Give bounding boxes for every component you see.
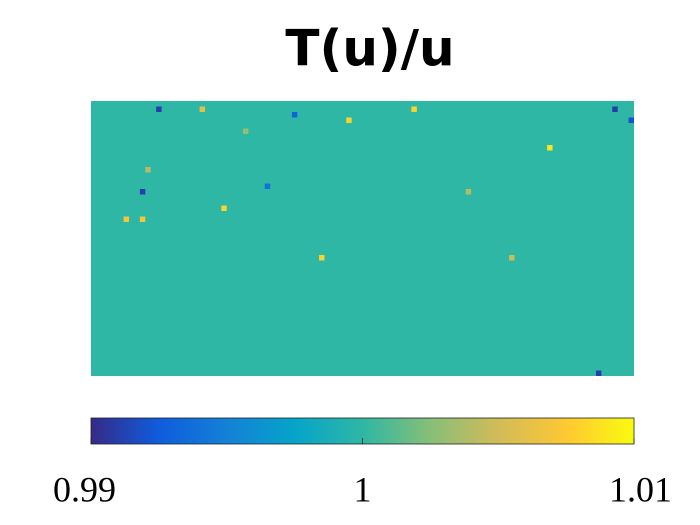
heatmap-cell [291,112,298,118]
heatmap-cell [145,167,151,173]
heatmap-cell [465,189,472,195]
heatmap-cell [628,117,634,123]
heatmap-cell [156,106,162,112]
colorbar-tick-label: 0.99 [53,469,116,509]
heatmap-cell [243,128,249,134]
heatmap-cell [319,255,325,261]
heatmap-cell [264,183,271,189]
heatmap-cell [595,370,602,376]
heatmap-cell [346,117,352,123]
chart-title: T(u)/u [285,20,454,78]
heatmap-cell [139,216,146,222]
heatmap-cell [139,189,146,195]
heatmap-background [91,101,634,376]
colorbar-tick-label: 1 [354,469,372,509]
heatmap-cell [199,106,206,112]
colorbar-tick-label: 1.01 [609,469,672,509]
heatmap-cell [612,106,618,112]
heatmap-cell [221,205,227,211]
heatmap-cell [547,145,553,151]
heatmap-cell [509,255,515,261]
heatmap-cell [411,106,417,112]
heatmap-cell [123,216,130,222]
